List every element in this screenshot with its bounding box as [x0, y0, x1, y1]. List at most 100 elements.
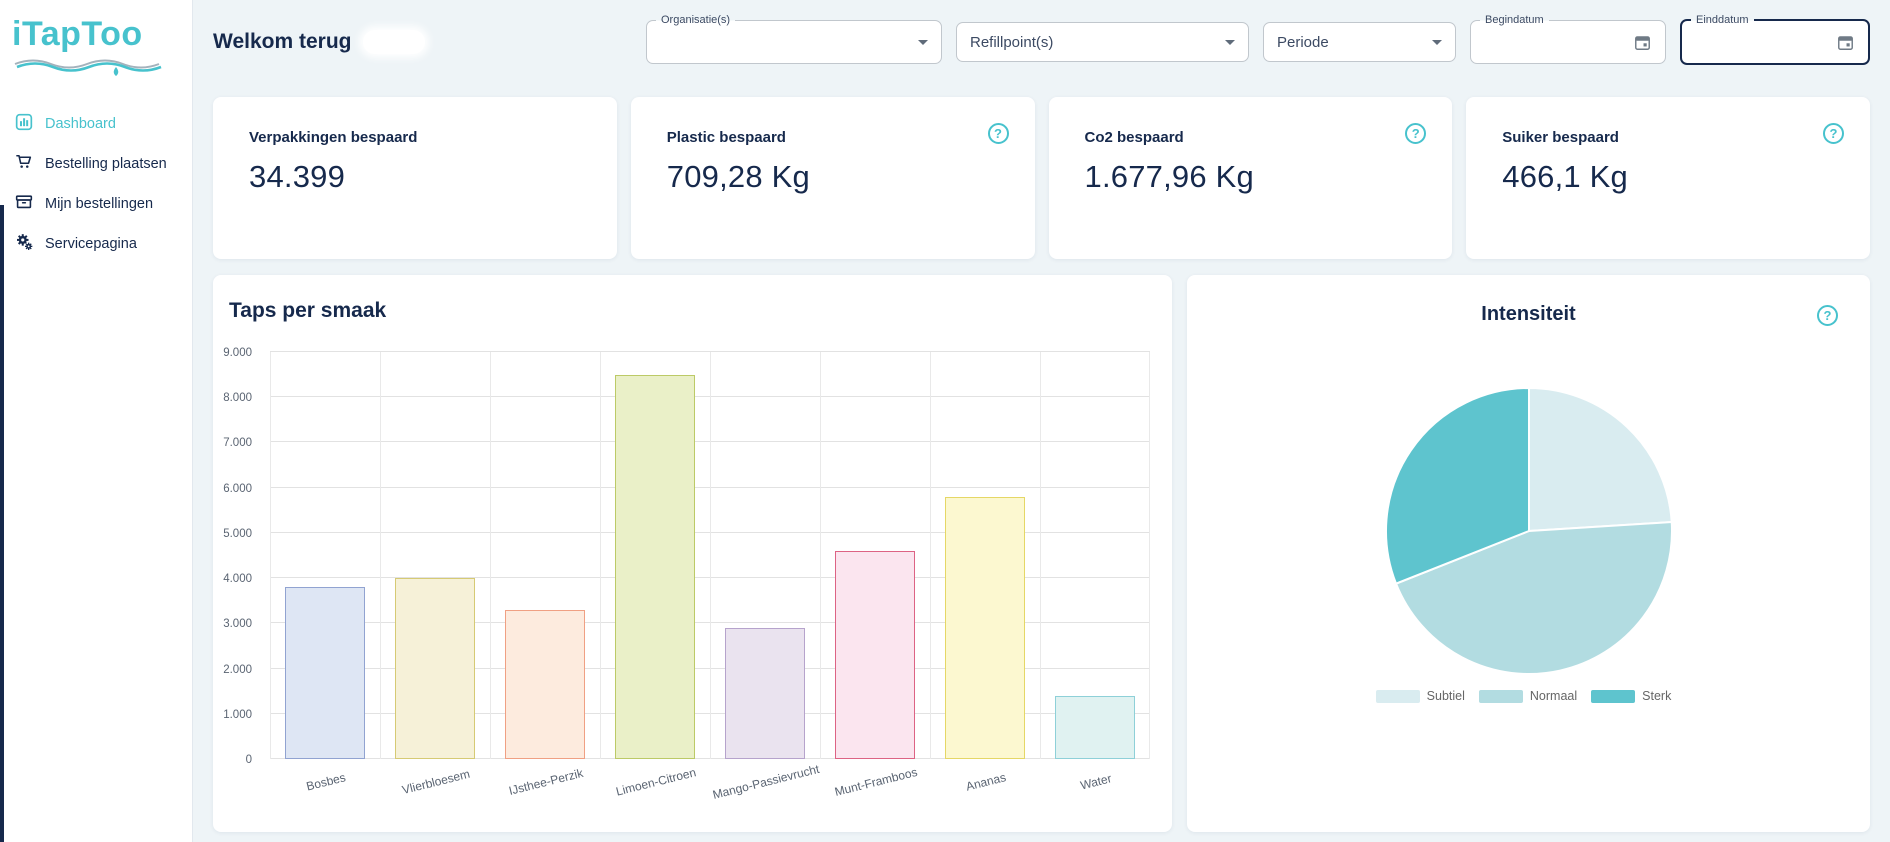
x-tick-label: Ananas: [964, 770, 1008, 794]
filter-bar: Organisatie(s) Refillpoint(s) Periode Be…: [646, 13, 1870, 65]
pie-chart-svg: [1384, 386, 1673, 675]
sidebar-item-servicepagina[interactable]: Servicepagina: [0, 224, 192, 264]
help-icon[interactable]: ?: [987, 123, 1009, 144]
pie-legend: Subtiel Normaal Sterk: [1187, 689, 1870, 703]
stat-card-value: 34.399: [249, 159, 346, 194]
pie-slice-normaal: [1394, 520, 1673, 675]
bar-slot: [820, 352, 930, 759]
chevron-down-icon: [918, 39, 928, 45]
stat-card-label: Verpakkingen bespaard: [249, 129, 418, 146]
y-tick-label: 9.000: [223, 347, 252, 359]
pie-slice-subtiel: [1527, 386, 1673, 533]
stat-card-co2: Co2 bespaard 1.677,96 Kg ?: [1048, 97, 1453, 259]
x-tick-label: Vlierbloesem: [400, 766, 472, 798]
x-tick-label: IJsthee-Perzik: [507, 765, 585, 798]
x-tick-label: Bosbes: [304, 770, 348, 794]
pie-chart-title: Intensiteit: [1481, 303, 1576, 325]
bar-limoen-citroen: [615, 374, 695, 759]
stat-card-suiker: Suiker bespaard 466,1 Kg ?: [1466, 97, 1870, 259]
bar-bosbes: [285, 587, 365, 759]
legend-label: Subtiel: [1426, 689, 1465, 703]
bar-slot: [270, 352, 380, 759]
sidebar-item-label: Dashboard: [45, 116, 116, 133]
bar-munt-framboos: [835, 550, 915, 759]
y-tick-label: 0: [245, 754, 252, 766]
sidebar-scrollbar[interactable]: [0, 205, 4, 842]
y-tick-label: 8.000: [223, 392, 252, 405]
organisatie-select[interactable]: Organisatie(s): [646, 13, 942, 64]
help-icon[interactable]: ?: [1405, 123, 1427, 144]
stat-card-label: Co2 bespaard: [1084, 129, 1184, 146]
bar-mango-passievrucht: [725, 627, 805, 759]
gridline-vertical: [270, 352, 271, 759]
chevron-down-icon: [1432, 39, 1442, 45]
legend-label: Normaal: [1529, 689, 1578, 703]
y-tick-label: 4.000: [223, 573, 252, 586]
bar-vlierbloesem: [395, 578, 475, 759]
y-tick-label: 3.000: [223, 618, 252, 631]
x-tick-label: Limoen-Citroen: [614, 765, 698, 799]
calendar-icon[interactable]: [1633, 33, 1652, 52]
topbar: Welkom terug Organisatie(s) Refillpoint(…: [213, 0, 1870, 84]
y-tick-label: 7.000: [223, 437, 252, 450]
legend-item-sterk[interactable]: Sterk: [1591, 689, 1681, 703]
pie-slice-sterk: [1384, 386, 1530, 585]
stat-card-verpakkingen: Verpakkingen bespaard 34.399: [213, 97, 617, 259]
stat-card-plastic: Plastic bespaard 709,28 Kg ?: [630, 97, 1035, 259]
y-tick-label: 1.000: [223, 708, 252, 721]
begindatum-input[interactable]: Begindatum: [1470, 13, 1666, 64]
bar-series: [270, 352, 1150, 759]
gridline-vertical: [600, 352, 601, 759]
bar-chart-card: Taps per smaak 0 1.000 2.000 3.000 4.000 5.00…: [213, 275, 1172, 832]
periode-placeholder: Periode: [1277, 33, 1329, 51]
bar-slot: [710, 352, 820, 759]
gridline-vertical: [1040, 352, 1041, 759]
calendar-icon[interactable]: [1836, 33, 1855, 52]
gridline-vertical: [820, 352, 821, 759]
main-content: Welkom terug Organisatie(s) Refillpoint(…: [193, 0, 1890, 842]
chevron-down-icon: [1225, 39, 1235, 45]
bar-chart-y-axis: 0 1.000 2.000 3.000 4.000 5.000 6.000 7.000 8.00…: [213, 347, 261, 766]
bar-ijsthee-perzik: [505, 609, 585, 759]
bar-slot: [930, 352, 1040, 759]
legend-item-subtiel[interactable]: Subtiel: [1375, 689, 1475, 703]
legend-swatch: [1591, 689, 1636, 703]
stat-card-value: 709,28 Kg: [666, 159, 810, 194]
redacted-username: [363, 30, 426, 54]
refillpoint-placeholder: Refillpoint(s): [970, 33, 1054, 51]
bar-slot: [1040, 352, 1150, 759]
y-tick-label: 2.000: [223, 663, 252, 676]
refillpoint-select[interactable]: Refillpoint(s): [956, 22, 1249, 62]
sidebar-item-label: Mijn bestellingen: [45, 196, 154, 213]
sidebar-item-mijn-bestellingen[interactable]: Mijn bestellingen: [0, 184, 192, 224]
legend-label: Sterk: [1642, 689, 1672, 703]
sidebar-item-bestelling-plaatsen[interactable]: Bestelling plaatsen: [0, 144, 192, 184]
sidebar: iTapToo Dashboard Bestelling p: [0, 0, 193, 842]
pie-chart-card: Intensiteit ? Subtiel Normaal Sterk: [1187, 275, 1870, 832]
archive-box-icon: [14, 192, 34, 216]
logo-wave-icon: [12, 54, 182, 78]
stat-card-label: Suiker bespaard: [1502, 129, 1619, 146]
einddatum-input[interactable]: Einddatum: [1680, 13, 1870, 65]
cart-icon: [14, 152, 34, 176]
gridline-vertical: [1149, 352, 1150, 759]
legend-swatch: [1375, 689, 1420, 703]
sidebar-item-dashboard[interactable]: Dashboard: [0, 104, 192, 144]
stat-card-label: Plastic bespaard: [666, 129, 786, 146]
charts-row: Taps per smaak 0 1.000 2.000 3.000 4.000 5.00…: [213, 275, 1870, 832]
bar-chart-x-labels: Bosbes Vlierbloesem IJsthee-Perzik Limoen-C…: [270, 762, 1150, 802]
gridline-vertical: [930, 352, 931, 759]
legend-item-normaal[interactable]: Normaal: [1478, 689, 1587, 703]
help-icon[interactable]: ?: [1823, 123, 1844, 144]
x-tick-label: Water: [1078, 771, 1113, 793]
logo: iTapToo: [0, 0, 192, 78]
sidebar-item-label: Servicepagina: [45, 236, 137, 253]
logo-text: iTapToo: [12, 15, 143, 53]
periode-select[interactable]: Periode: [1263, 22, 1456, 62]
stat-card-value: 1.677,96 Kg: [1084, 159, 1254, 194]
welcome-text: Welkom terug: [213, 30, 352, 53]
help-icon[interactable]: ?: [1817, 305, 1838, 326]
bar-chart-title: Taps per smaak: [229, 299, 387, 322]
y-tick-label: 6.000: [223, 482, 252, 495]
